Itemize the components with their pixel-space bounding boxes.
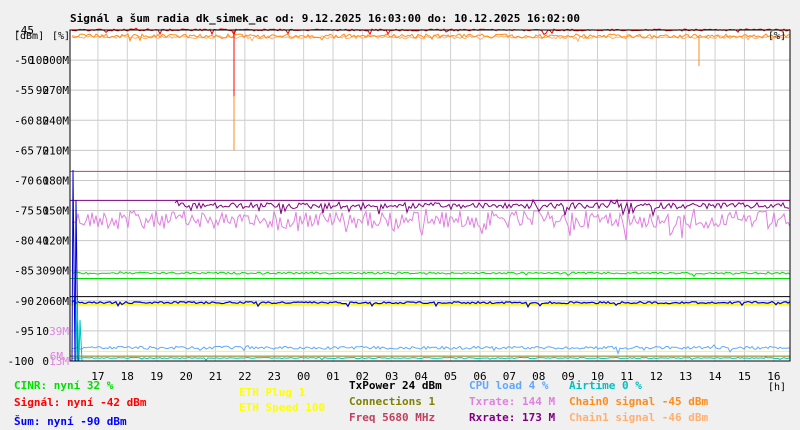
y-tick-dbm: -55 xyxy=(14,84,34,97)
x-tick-label: 04 xyxy=(415,370,429,383)
legend-signal: Signál: nyní -42 dBm xyxy=(14,396,147,409)
y-tick-dbm: -50 xyxy=(14,54,34,67)
x-tick-label: 00 xyxy=(297,370,310,383)
signal-series xyxy=(72,27,791,37)
x-tick-label: 20 xyxy=(179,370,192,383)
x-tick-label: 16 xyxy=(767,370,780,383)
legend-chain1: Chain1 signal -46 dBm xyxy=(569,411,709,424)
legend-eth-speed: ETH Speed 100 xyxy=(239,401,326,414)
legend-noise: Šum: nyní -90 dBm xyxy=(14,415,127,428)
x-tick-label: 01 xyxy=(326,370,339,383)
x-tick-label: 12 xyxy=(650,370,663,383)
x-tick-label: 10 xyxy=(591,370,604,383)
x-tick-label: 15 xyxy=(738,370,751,383)
y-unit-dbm: [dBm] xyxy=(14,31,44,42)
x-tick-label: 09 xyxy=(561,370,574,383)
y-tick-dbm: -60 xyxy=(14,114,34,127)
y-tick-pct: 40 xyxy=(36,235,49,248)
legend-rxrate: Rxrate: 173 M xyxy=(469,411,556,424)
y-tick-dbm: -65 xyxy=(14,144,34,157)
x-tick-label: 11 xyxy=(620,370,633,383)
y-tick-rate: 13M xyxy=(49,355,69,368)
y-unit-pct: [%] xyxy=(52,31,70,42)
x-unit: [h] xyxy=(768,382,786,393)
x-tick-label: 05 xyxy=(444,370,457,383)
legend-freq: Freq 5680 MHz xyxy=(349,411,436,424)
y-tick-rate: 6M xyxy=(50,350,64,363)
y-tick-pct: 30 xyxy=(36,265,49,278)
x-tick-label: 03 xyxy=(385,370,398,383)
y-tick-rate: 90M xyxy=(49,265,69,278)
txrate-series xyxy=(71,208,791,241)
plot-frame xyxy=(69,29,791,362)
y-unit-pct-right: [%] xyxy=(768,31,786,42)
y-tick-dbm: -80 xyxy=(14,235,34,248)
series-layer xyxy=(70,27,791,362)
plot-background xyxy=(70,30,790,361)
cpu-series xyxy=(71,344,791,355)
x-tick-label: 06 xyxy=(473,370,486,383)
cinr-series xyxy=(71,271,791,278)
x-tick-label: 17 xyxy=(91,370,104,383)
y-tick-dbm: -100 xyxy=(8,355,35,368)
legend-connections: Connections 1 xyxy=(349,395,436,408)
x-tick-label: 14 xyxy=(708,370,722,383)
y-tick-pct: 20 xyxy=(36,295,49,308)
y-tick-pct: 0 xyxy=(42,355,49,368)
legend-airtime: Airtime 0 % xyxy=(569,379,642,392)
x-tick-label: 08 xyxy=(532,370,545,383)
y-tick-dbm: -90 xyxy=(14,295,34,308)
legend-cinr: CINR: nyní 32 % xyxy=(14,379,114,392)
legend-chain0: Chain0 signal -45 dBm xyxy=(569,395,709,408)
y-tick-dbm: -95 xyxy=(14,325,34,338)
x-tick-label: 13 xyxy=(679,370,692,383)
x-tick-label: 19 xyxy=(150,370,163,383)
y-tick-rate: 60M xyxy=(49,295,69,308)
y-tick-pct: 50 xyxy=(36,205,49,218)
x-tick-label: 21 xyxy=(209,370,222,383)
y-tick-dbm: -75 xyxy=(14,205,34,218)
y-tick-pct: 10 xyxy=(36,325,49,338)
y-tick-dbm: -70 xyxy=(14,174,34,187)
legend-eth-plug: ETH Plug 1 xyxy=(239,386,306,399)
x-tick-label: 22 xyxy=(238,370,251,383)
y-tick-rate: 240M xyxy=(43,114,70,127)
y-tick-pct: 90 xyxy=(36,84,49,97)
x-tick-label: 18 xyxy=(121,370,134,383)
chart-title: Signál a šum radia dk_simek_ac od: 9.12.… xyxy=(70,12,580,25)
y-tick-rate: 180M xyxy=(43,174,70,187)
legend-txpower: TxPower 24 dBm xyxy=(349,379,442,392)
x-tick-label: 02 xyxy=(356,370,369,383)
y-tick-dbm: -45 xyxy=(14,24,34,37)
y-tick-rate: 270M xyxy=(43,84,70,97)
y-tick-rate: 300M xyxy=(43,54,70,67)
y-tick-pct: 60 xyxy=(36,174,49,187)
y-tick-pct: 80 xyxy=(36,114,49,127)
y-tick-dbm: -85 xyxy=(14,265,34,278)
y-tick-rate: 210M xyxy=(43,144,70,157)
x-tick-label: 23 xyxy=(268,370,281,383)
y-tick-rate: 39M xyxy=(49,325,69,338)
legend-cpu-load: CPU load 4 % xyxy=(469,379,549,392)
x-tick-label: 07 xyxy=(503,370,516,383)
y-tick-pct: 70 xyxy=(36,144,49,157)
noise-series xyxy=(71,299,791,309)
legend-txrate: Txrate: 144 M xyxy=(469,395,556,408)
y-tick-pct: 100 xyxy=(29,54,49,67)
airtime-series xyxy=(71,356,791,361)
chain0-series xyxy=(71,33,791,43)
y-tick-rate: 120M xyxy=(43,235,70,248)
rxrate-series xyxy=(174,198,790,218)
y-tick-rate: 150M xyxy=(43,205,70,218)
